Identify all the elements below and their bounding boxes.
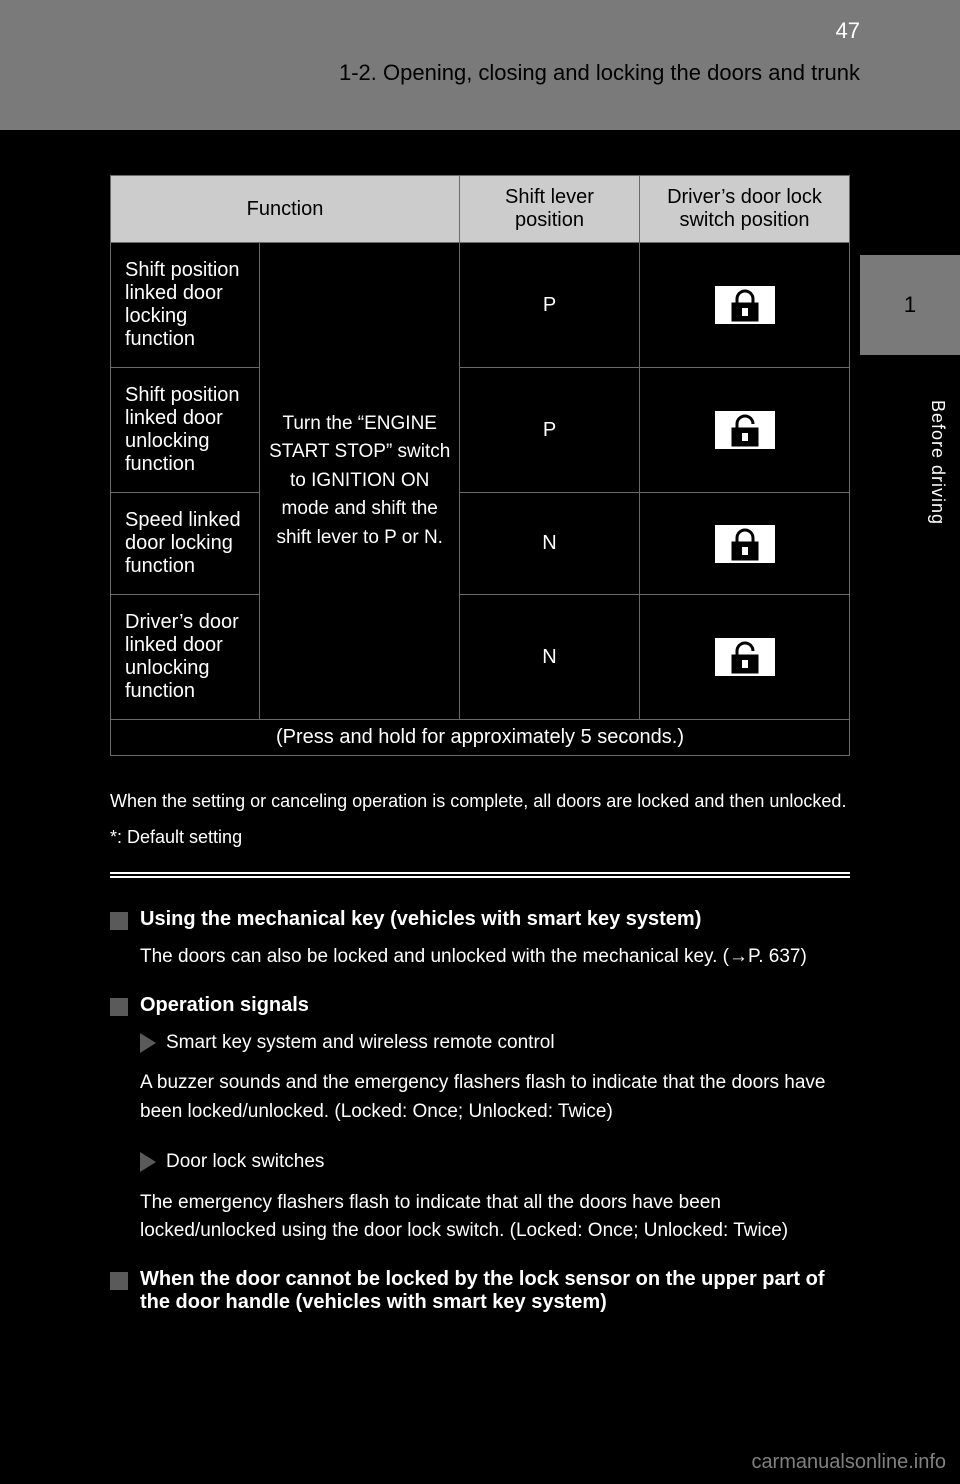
cell-shift: N bbox=[460, 493, 640, 595]
cell-hold-note: (Press and hold for approximately 5 seco… bbox=[111, 720, 850, 756]
section-title-text: Using the mechanical key (vehicles with … bbox=[140, 908, 701, 931]
cell-lock-icon bbox=[640, 368, 850, 493]
table-row: Shift position linked door unlocking fun… bbox=[111, 368, 850, 493]
sub-heading: Door lock switches bbox=[140, 1148, 850, 1177]
paragraph: A buzzer sounds and the emergency flashe… bbox=[140, 1069, 850, 1126]
section-title-text: When the door cannot be locked by the lo… bbox=[140, 1268, 850, 1314]
page-content: Function Shift lever position Driver’s d… bbox=[110, 175, 850, 1326]
section-divider bbox=[110, 872, 850, 878]
function-table: Function Shift lever position Driver’s d… bbox=[110, 175, 850, 756]
unlock-icon bbox=[715, 411, 775, 449]
cell-lock-icon bbox=[640, 243, 850, 368]
cell-function: Driver’s door linked door unlocking func… bbox=[111, 595, 260, 720]
cell-function: Shift position linked door locking funct… bbox=[111, 243, 260, 368]
cell-shift: N bbox=[460, 595, 640, 720]
section-heading: When the door cannot be locked by the lo… bbox=[110, 1268, 850, 1314]
note-line: When the setting or canceling operation … bbox=[110, 788, 850, 814]
square-bullet-icon bbox=[110, 912, 128, 930]
sub-heading: Smart key system and wireless remote con… bbox=[140, 1029, 850, 1058]
th-function: Function bbox=[111, 176, 460, 243]
lock-icon bbox=[715, 286, 775, 324]
paragraph: The emergency flashers flash to indicate… bbox=[140, 1189, 850, 1246]
chapter-tab: 1 bbox=[860, 255, 960, 355]
section-heading: Operation signals bbox=[110, 994, 850, 1017]
triangle-bullet-icon bbox=[140, 1152, 156, 1172]
chapter-number: 1 bbox=[904, 292, 916, 318]
cell-function: Shift position linked door unlocking fun… bbox=[111, 368, 260, 493]
square-bullet-icon bbox=[110, 1272, 128, 1290]
sub-lead: Smart key system and wireless remote con… bbox=[166, 1029, 555, 1058]
unlock-icon bbox=[715, 638, 775, 676]
cell-shift: P bbox=[460, 243, 640, 368]
note-line: *: Default setting bbox=[110, 824, 850, 850]
table-row: Speed linked door locking function N bbox=[111, 493, 850, 595]
cell-lock-icon bbox=[640, 493, 850, 595]
sub-lead: Door lock switches bbox=[166, 1148, 324, 1177]
paragraph: The doors can also be locked and unlocke… bbox=[140, 943, 850, 972]
chapter-label: Before driving bbox=[927, 400, 948, 525]
lock-icon bbox=[715, 525, 775, 563]
table-row: Driver’s door linked door unlocking func… bbox=[111, 595, 850, 720]
th-lock: Driver’s door lock switch position bbox=[640, 176, 850, 243]
watermark: carmanualsonline.info bbox=[751, 1451, 946, 1474]
cell-shift: P bbox=[460, 368, 640, 493]
cell-function: Speed linked door locking function bbox=[111, 493, 260, 595]
body-text: When the setting or canceling operation … bbox=[110, 788, 850, 1314]
triangle-bullet-icon bbox=[140, 1033, 156, 1053]
square-bullet-icon bbox=[110, 998, 128, 1016]
section-title-text: Operation signals bbox=[140, 994, 309, 1017]
table-row: Shift position linked door locking funct… bbox=[111, 243, 850, 368]
cell-switch-instruction: Turn the “ENGINE START STOP” switch to I… bbox=[260, 243, 460, 720]
page-number: 47 bbox=[836, 18, 860, 44]
cell-lock-icon bbox=[640, 595, 850, 720]
table-row: (Press and hold for approximately 5 seco… bbox=[111, 720, 850, 756]
section-heading: Using the mechanical key (vehicles with … bbox=[110, 908, 850, 931]
section-title: 1-2. Opening, closing and locking the do… bbox=[339, 60, 860, 86]
header-band: 47 1-2. Opening, closing and locking the… bbox=[0, 0, 960, 130]
th-shift: Shift lever position bbox=[460, 176, 640, 243]
